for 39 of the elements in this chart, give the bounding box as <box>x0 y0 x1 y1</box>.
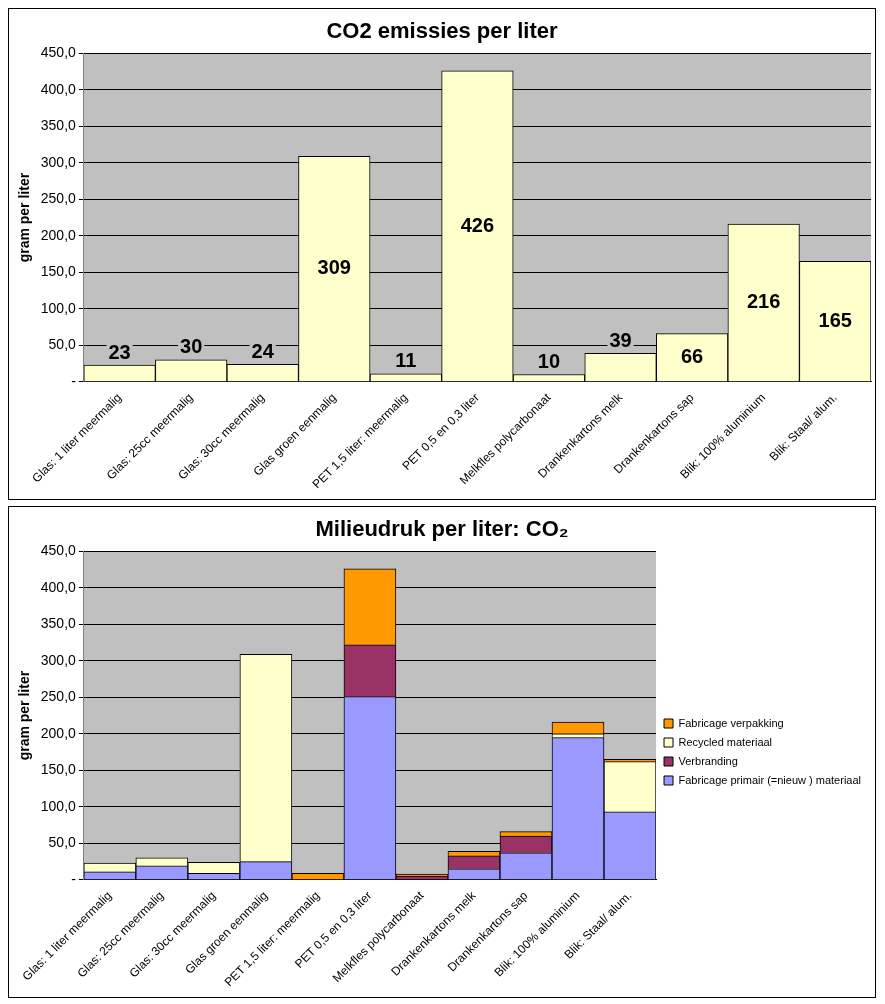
y-tick-label: 150,0 <box>40 761 77 778</box>
y-tick-label: 350,0 <box>40 117 77 134</box>
y-tick-label: 400,0 <box>40 80 77 97</box>
data-label: 426 <box>460 213 495 236</box>
y-tick-label: - <box>71 870 77 887</box>
data-label: 10 <box>537 350 561 373</box>
chart-title: CO2 emissies per liter <box>326 18 558 44</box>
y-tick-label: 250,0 <box>40 688 77 705</box>
legend-label: Recycled materiaal <box>678 735 773 748</box>
y-tick-label: 450,0 <box>40 44 77 61</box>
legend-label: Fabricage verpakking <box>678 716 784 729</box>
y-tick-label: 450,0 <box>40 542 77 559</box>
data-label: 39 <box>609 328 632 351</box>
y-tick-label: 100,0 <box>40 797 77 814</box>
y-tick-label: 200,0 <box>40 724 77 741</box>
legend-label: Verbranding <box>678 754 738 767</box>
data-label: 30 <box>180 335 203 358</box>
data-label: 11 <box>395 349 417 372</box>
y-tick-label: 100,0 <box>40 299 77 316</box>
y-tick-label: 350,0 <box>40 615 77 632</box>
chart-title: Milieudruk per liter: CO₂ <box>315 516 569 542</box>
y-tick-label: 150,0 <box>40 263 77 280</box>
y-tick-label: 50,0 <box>48 834 77 851</box>
data-label: 24 <box>251 339 275 362</box>
y-axis-title: gram per liter <box>16 172 33 263</box>
y-tick-label: 300,0 <box>40 651 77 668</box>
y-tick-label: 200,0 <box>40 226 77 243</box>
y-tick-label: 400,0 <box>40 578 77 595</box>
data-label: 216 <box>746 290 781 313</box>
legend-label: Fabricage primair (=nieuw ) materiaal <box>678 773 861 786</box>
data-label: 309 <box>317 256 351 279</box>
y-axis-title: gram per liter <box>16 670 33 761</box>
data-label: 23 <box>108 340 131 363</box>
y-tick-label: 300,0 <box>40 153 77 170</box>
data-label: 66 <box>680 344 704 367</box>
y-tick-label: 250,0 <box>40 190 77 207</box>
y-tick-label: 50,0 <box>48 336 77 353</box>
data-label: 165 <box>818 308 852 331</box>
y-tick-label: - <box>71 372 77 389</box>
